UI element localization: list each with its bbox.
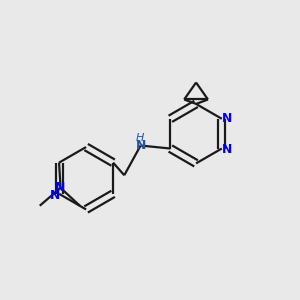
- Text: N: N: [222, 112, 232, 125]
- Text: H: H: [136, 133, 144, 143]
- Text: N: N: [135, 139, 146, 152]
- Text: N: N: [222, 142, 232, 156]
- Text: N: N: [56, 182, 66, 194]
- Text: N: N: [50, 189, 60, 202]
